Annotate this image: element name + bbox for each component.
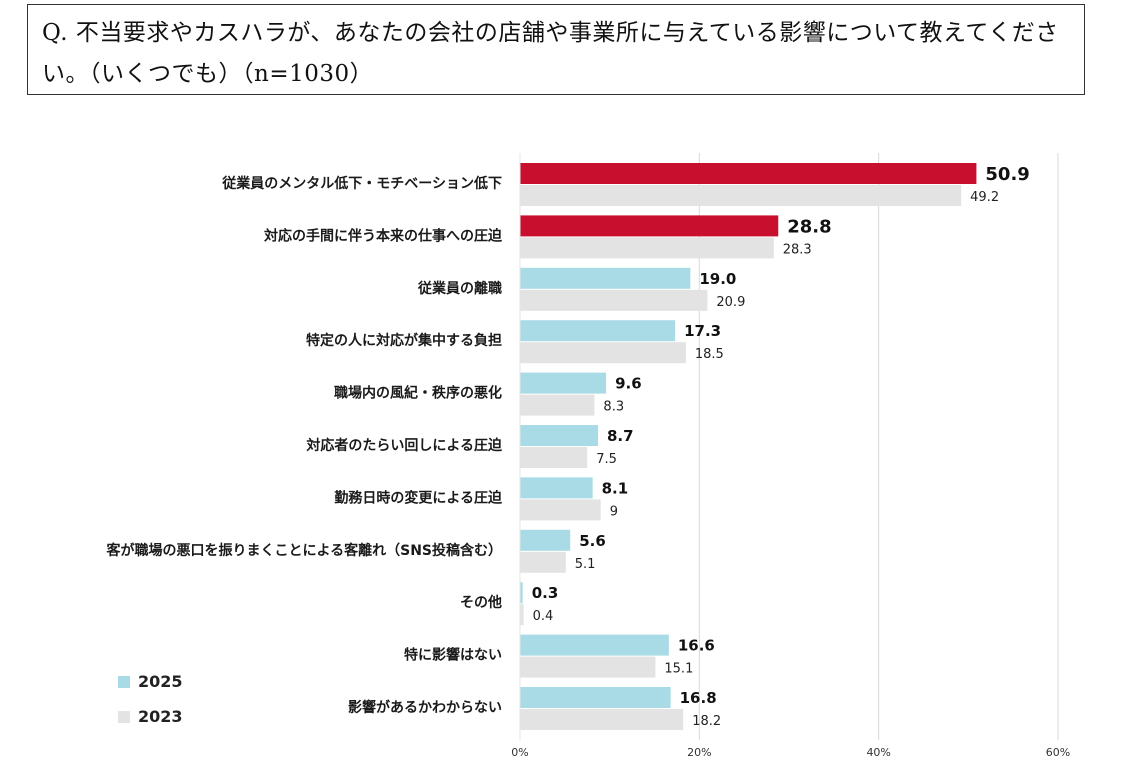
bar-2025 (520, 320, 676, 342)
bar-2025 (520, 267, 691, 289)
bar-2025 (520, 372, 607, 394)
data-label-2023: 0.4 (533, 609, 554, 624)
legend-swatch-2025 (118, 676, 130, 688)
category-label: 特定の人に対応が集中する負担 (306, 332, 502, 349)
data-label-2025: 0.3 (532, 584, 559, 602)
bar-2023 (520, 447, 588, 468)
data-label-2025: 8.1 (602, 479, 629, 497)
data-label-2025: 16.6 (678, 637, 715, 655)
data-label-2025: 8.7 (607, 427, 634, 445)
category-label: 客が職場の悪口を振りまくことによる客離れ（SNS投稿含む） (106, 542, 502, 559)
data-label-2025: 9.6 (615, 375, 642, 393)
data-label-2025: 50.9 (985, 164, 1029, 185)
category-label: 職場内の風紀・秩序の悪化 (334, 385, 502, 402)
data-label-2025: 5.6 (579, 532, 606, 550)
category-label: その他 (460, 594, 502, 611)
bar-2025 (520, 215, 779, 237)
bar-2023 (520, 394, 595, 416)
legend-swatch-2023 (118, 711, 130, 723)
data-label-2023: 5.1 (575, 557, 596, 572)
bar-2025 (520, 163, 977, 184)
bar-2023 (520, 342, 686, 364)
category-label: 対応の手間に伴う本来の仕事への圧迫 (263, 227, 503, 244)
question-box: Q. 不当要求やカスハラが、あなたの会社の店舗や事業所に与えている影響について教… (27, 4, 1085, 95)
bar-2023 (520, 709, 684, 730)
bar-2025 (520, 425, 599, 446)
bar-2023 (520, 289, 708, 311)
data-label-2025: 16.8 (680, 689, 717, 707)
bar-2025 (520, 582, 523, 604)
category-label: 特に影響はない (404, 647, 502, 664)
bar-2023 (520, 604, 524, 626)
bar-2023 (520, 185, 962, 206)
data-label-2025: 17.3 (684, 322, 721, 340)
x-tick-label: 20% (687, 746, 711, 759)
data-label-2023: 18.5 (695, 347, 724, 362)
data-label-2025: 28.8 (787, 216, 831, 237)
data-label-2025: 19.0 (699, 270, 736, 288)
bar-2023 (520, 499, 601, 521)
data-label-2023: 20.9 (716, 295, 745, 310)
data-label-2023: 9 (610, 504, 618, 519)
question-text: Q. 不当要求やカスハラが、あなたの会社の店舗や事業所に与えている影響について教… (42, 20, 1059, 87)
bar-2025 (520, 687, 671, 708)
data-label-2023: 18.2 (692, 714, 721, 729)
category-label: 従業員の離職 (417, 280, 502, 297)
category-label: 対応者のたらい回しによる圧迫 (305, 437, 503, 454)
bar-2023 (520, 656, 656, 678)
bar-2023 (520, 551, 566, 573)
bar-2025 (520, 477, 593, 499)
data-label-2023: 15.1 (664, 662, 693, 677)
x-tick-label: 0% (511, 746, 528, 759)
data-label-2023: 49.2 (970, 190, 999, 205)
data-label-2023: 7.5 (596, 452, 617, 467)
data-label-2023: 28.3 (783, 242, 812, 257)
category-label: 勤務日時の変更による圧迫 (334, 489, 503, 506)
x-tick-label: 40% (866, 746, 890, 759)
bar-2025 (520, 634, 669, 656)
legend-label-2025: 2025 (138, 672, 183, 691)
data-label-2023: 8.3 (603, 400, 624, 415)
category-label: 影響があるかわからない (348, 699, 502, 716)
legend-label-2023: 2023 (138, 707, 183, 726)
x-tick-label: 60% (1046, 746, 1070, 759)
category-label: 従業員のメンタル低下・モチベーション低下 (221, 175, 502, 192)
bar-2023 (520, 237, 774, 259)
bar-2025 (520, 529, 571, 551)
